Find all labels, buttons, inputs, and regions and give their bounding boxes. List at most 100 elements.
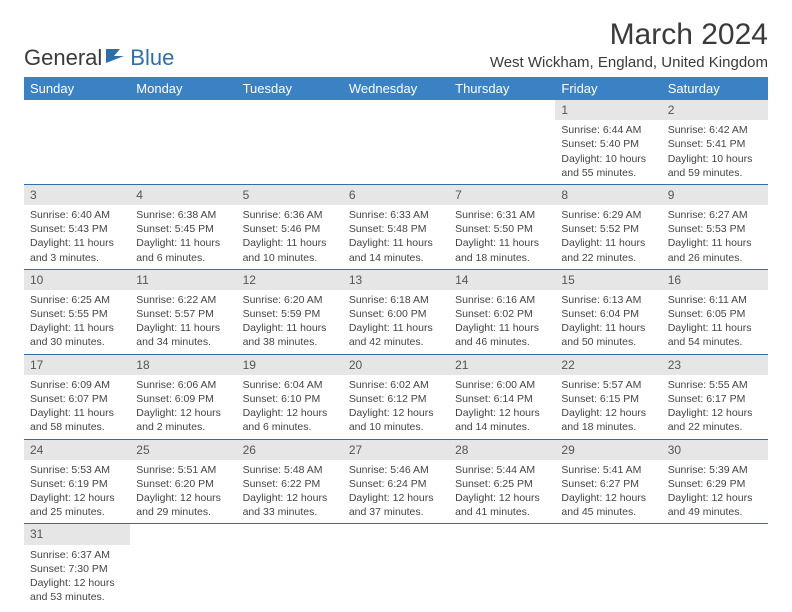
sunset-text: Sunset: 6:22 PM [243, 477, 337, 491]
day-body: Sunrise: 6:38 AMSunset: 5:45 PMDaylight:… [130, 205, 236, 269]
calendar-cell: 12Sunrise: 6:20 AMSunset: 5:59 PMDayligh… [237, 269, 343, 354]
sunrise-text: Sunrise: 6:29 AM [561, 208, 655, 222]
sunrise-text: Sunrise: 6:27 AM [668, 208, 762, 222]
sunset-text: Sunset: 5:40 PM [561, 137, 655, 151]
sunrise-text: Sunrise: 6:20 AM [243, 293, 337, 307]
day-body: Sunrise: 5:39 AMSunset: 6:29 PMDaylight:… [662, 460, 768, 524]
calendar-cell: 23Sunrise: 5:55 AMSunset: 6:17 PMDayligh… [662, 354, 768, 439]
calendar-cell: 2Sunrise: 6:42 AMSunset: 5:41 PMDaylight… [662, 100, 768, 184]
day-number: 17 [24, 355, 130, 375]
calendar-week-row: 31Sunrise: 6:37 AMSunset: 7:30 PMDayligh… [24, 524, 768, 608]
sunrise-text: Sunrise: 6:11 AM [668, 293, 762, 307]
day-number: 4 [130, 185, 236, 205]
day-number: 8 [555, 185, 661, 205]
logo-flag-icon [106, 45, 128, 71]
daylight-text: Daylight: 11 hours and 58 minutes. [30, 406, 124, 434]
daylight-text: Daylight: 11 hours and 22 minutes. [561, 236, 655, 264]
day-body: Sunrise: 6:06 AMSunset: 6:09 PMDaylight:… [130, 375, 236, 439]
sunset-text: Sunset: 5:50 PM [455, 222, 549, 236]
daylight-text: Daylight: 12 hours and 49 minutes. [668, 491, 762, 519]
daylight-text: Daylight: 12 hours and 10 minutes. [349, 406, 443, 434]
weekday-header: Sunday [24, 77, 130, 100]
weekday-header: Monday [130, 77, 236, 100]
day-body: Sunrise: 5:44 AMSunset: 6:25 PMDaylight:… [449, 460, 555, 524]
sunset-text: Sunset: 5:45 PM [136, 222, 230, 236]
logo: General Blue [24, 45, 174, 71]
day-number: 21 [449, 355, 555, 375]
day-number: 2 [662, 100, 768, 120]
calendar-cell: 21Sunrise: 6:00 AMSunset: 6:14 PMDayligh… [449, 354, 555, 439]
daylight-text: Daylight: 12 hours and 25 minutes. [30, 491, 124, 519]
sunrise-text: Sunrise: 5:48 AM [243, 463, 337, 477]
daylight-text: Daylight: 11 hours and 34 minutes. [136, 321, 230, 349]
daylight-text: Daylight: 12 hours and 29 minutes. [136, 491, 230, 519]
calendar-cell: 9Sunrise: 6:27 AMSunset: 5:53 PMDaylight… [662, 184, 768, 269]
sunrise-text: Sunrise: 6:44 AM [561, 123, 655, 137]
sunrise-text: Sunrise: 5:55 AM [668, 378, 762, 392]
daylight-text: Daylight: 11 hours and 3 minutes. [30, 236, 124, 264]
daylight-text: Daylight: 12 hours and 41 minutes. [455, 491, 549, 519]
day-body: Sunrise: 6:04 AMSunset: 6:10 PMDaylight:… [237, 375, 343, 439]
calendar-cell: 5Sunrise: 6:36 AMSunset: 5:46 PMDaylight… [237, 184, 343, 269]
day-body: Sunrise: 6:02 AMSunset: 6:12 PMDaylight:… [343, 375, 449, 439]
calendar-cell: 26Sunrise: 5:48 AMSunset: 6:22 PMDayligh… [237, 439, 343, 524]
day-number: 22 [555, 355, 661, 375]
sunrise-text: Sunrise: 6:02 AM [349, 378, 443, 392]
calendar-cell: 29Sunrise: 5:41 AMSunset: 6:27 PMDayligh… [555, 439, 661, 524]
sunrise-text: Sunrise: 5:44 AM [455, 463, 549, 477]
sunset-text: Sunset: 5:48 PM [349, 222, 443, 236]
sunrise-text: Sunrise: 5:46 AM [349, 463, 443, 477]
day-number: 5 [237, 185, 343, 205]
calendar-cell: 28Sunrise: 5:44 AMSunset: 6:25 PMDayligh… [449, 439, 555, 524]
day-number: 28 [449, 440, 555, 460]
calendar-cell: 6Sunrise: 6:33 AMSunset: 5:48 PMDaylight… [343, 184, 449, 269]
calendar-cell [24, 100, 130, 184]
calendar-cell: 1Sunrise: 6:44 AMSunset: 5:40 PMDaylight… [555, 100, 661, 184]
daylight-text: Daylight: 11 hours and 42 minutes. [349, 321, 443, 349]
sunset-text: Sunset: 5:41 PM [668, 137, 762, 151]
day-number: 31 [24, 524, 130, 544]
day-number: 19 [237, 355, 343, 375]
sunset-text: Sunset: 5:53 PM [668, 222, 762, 236]
sunset-text: Sunset: 6:15 PM [561, 392, 655, 406]
calendar-week-row: 17Sunrise: 6:09 AMSunset: 6:07 PMDayligh… [24, 354, 768, 439]
calendar-cell: 30Sunrise: 5:39 AMSunset: 6:29 PMDayligh… [662, 439, 768, 524]
day-body: Sunrise: 5:55 AMSunset: 6:17 PMDaylight:… [662, 375, 768, 439]
logo-text-blue: Blue [130, 45, 174, 71]
calendar-cell: 18Sunrise: 6:06 AMSunset: 6:09 PMDayligh… [130, 354, 236, 439]
calendar-cell: 25Sunrise: 5:51 AMSunset: 6:20 PMDayligh… [130, 439, 236, 524]
day-body: Sunrise: 6:42 AMSunset: 5:41 PMDaylight:… [662, 120, 768, 184]
sunrise-text: Sunrise: 6:22 AM [136, 293, 230, 307]
day-body: Sunrise: 6:18 AMSunset: 6:00 PMDaylight:… [343, 290, 449, 354]
day-body: Sunrise: 5:41 AMSunset: 6:27 PMDaylight:… [555, 460, 661, 524]
sunset-text: Sunset: 6:10 PM [243, 392, 337, 406]
day-number: 15 [555, 270, 661, 290]
calendar-cell [343, 524, 449, 608]
weekday-header: Tuesday [237, 77, 343, 100]
day-body: Sunrise: 6:31 AMSunset: 5:50 PMDaylight:… [449, 205, 555, 269]
day-body: Sunrise: 6:44 AMSunset: 5:40 PMDaylight:… [555, 120, 661, 184]
daylight-text: Daylight: 12 hours and 53 minutes. [30, 576, 124, 604]
day-number: 13 [343, 270, 449, 290]
sunset-text: Sunset: 6:24 PM [349, 477, 443, 491]
daylight-text: Daylight: 12 hours and 14 minutes. [455, 406, 549, 434]
sunrise-text: Sunrise: 6:18 AM [349, 293, 443, 307]
sunset-text: Sunset: 6:20 PM [136, 477, 230, 491]
day-number: 12 [237, 270, 343, 290]
calendar-body: 1Sunrise: 6:44 AMSunset: 5:40 PMDaylight… [24, 100, 768, 608]
sunset-text: Sunset: 6:19 PM [30, 477, 124, 491]
title-block: March 2024 West Wickham, England, United… [490, 18, 768, 71]
sunset-text: Sunset: 6:14 PM [455, 392, 549, 406]
day-body: Sunrise: 5:51 AMSunset: 6:20 PMDaylight:… [130, 460, 236, 524]
calendar-cell: 15Sunrise: 6:13 AMSunset: 6:04 PMDayligh… [555, 269, 661, 354]
calendar-cell: 7Sunrise: 6:31 AMSunset: 5:50 PMDaylight… [449, 184, 555, 269]
daylight-text: Daylight: 11 hours and 14 minutes. [349, 236, 443, 264]
calendar-cell [237, 524, 343, 608]
calendar-week-row: 3Sunrise: 6:40 AMSunset: 5:43 PMDaylight… [24, 184, 768, 269]
daylight-text: Daylight: 11 hours and 6 minutes. [136, 236, 230, 264]
sunrise-text: Sunrise: 6:38 AM [136, 208, 230, 222]
sunrise-text: Sunrise: 6:40 AM [30, 208, 124, 222]
calendar-cell: 8Sunrise: 6:29 AMSunset: 5:52 PMDaylight… [555, 184, 661, 269]
sunset-text: Sunset: 5:55 PM [30, 307, 124, 321]
sunrise-text: Sunrise: 5:39 AM [668, 463, 762, 477]
